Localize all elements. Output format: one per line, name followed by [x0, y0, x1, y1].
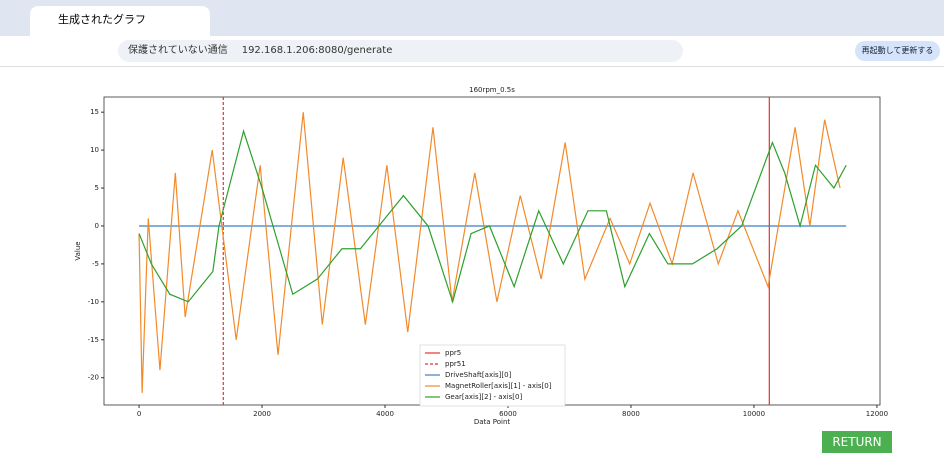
y-tick-label: -15 [88, 336, 99, 344]
x-tick-label: 4000 [376, 410, 394, 418]
legend-label: MagnetRoller[axis][1] - axis[0] [445, 382, 552, 390]
url: 192.168.1.206:8080/generate [241, 45, 393, 56]
x-tick-label: 10000 [743, 410, 765, 418]
y-tick-label: 5 [95, 184, 99, 192]
legend-box [419, 344, 566, 407]
x-tick-label: 0 [137, 410, 141, 418]
address-bar[interactable]: 保護されていない通信 192.168.1.206:8080/generate [118, 40, 683, 62]
security-label: 保護されていない通信 [128, 45, 228, 56]
y-tick-label: -5 [92, 260, 99, 268]
tab-strip: 生成されたグラフ [0, 0, 944, 36]
update-button[interactable]: 再起動して更新する [855, 41, 940, 61]
x-tick-label: 8000 [622, 410, 640, 418]
legend-label: ppr5 [445, 349, 461, 357]
x-tick-label: 6000 [499, 410, 517, 418]
toolbar: 保護されていない通信 192.168.1.206:8080/generate 再起… [0, 36, 944, 67]
y-tick-label: 10 [90, 146, 99, 154]
series-line [138, 128, 847, 304]
y-tick-label: -10 [88, 298, 99, 306]
y-tick-label: 15 [90, 108, 99, 116]
tab[interactable]: 生成されたグラフ [30, 6, 210, 36]
x-tick-label: 12000 [866, 410, 888, 418]
y-tick-label: -20 [88, 374, 99, 382]
return-button[interactable]: RETURN [822, 431, 892, 453]
legend-label: Gear[axis][2] - axis[0] [445, 393, 522, 401]
series-line [138, 112, 841, 393]
legend-label: ppr51 [445, 360, 466, 368]
legend-label: DriveShaft[axis][0] [445, 371, 512, 379]
y-axis-label: Value [74, 241, 82, 260]
y-tick-label: 0 [95, 222, 99, 230]
chart-title: 160rpm_0.5s [469, 86, 515, 94]
x-axis-label: Data Point [474, 418, 511, 426]
x-tick-label: 2000 [253, 410, 271, 418]
